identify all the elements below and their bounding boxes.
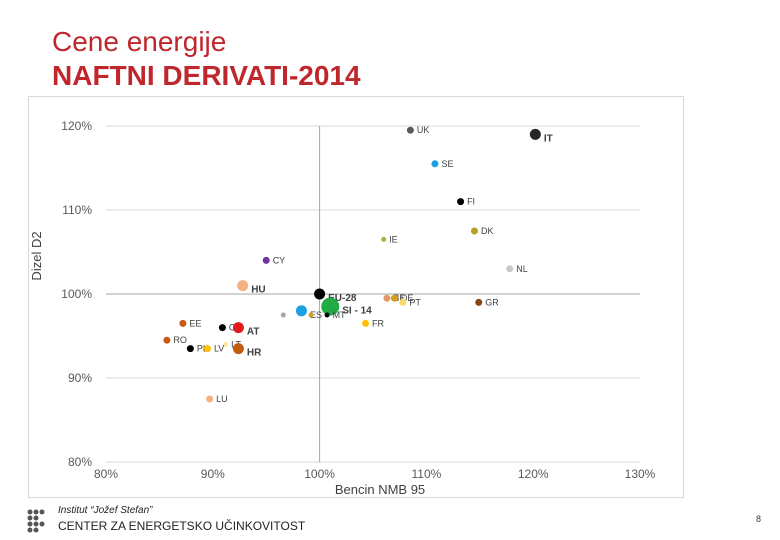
data-point-label: LU (216, 394, 228, 404)
data-point-label: EE (189, 318, 201, 328)
data-point (381, 236, 387, 242)
data-point (506, 265, 514, 273)
data-point (324, 312, 330, 318)
y-tick-label: 100% (61, 287, 92, 301)
data-point-label: PT (409, 297, 421, 307)
data-point (186, 345, 194, 353)
data-point (237, 280, 249, 292)
data-point-label: ES (310, 310, 322, 320)
page-number: 8 (756, 514, 762, 524)
data-point-label: GR (485, 297, 499, 307)
data-point (218, 324, 226, 332)
data-point (475, 298, 483, 306)
data-point-label: SE (441, 159, 453, 169)
title-line-1: Cene energije (52, 26, 227, 57)
data-point (308, 312, 314, 318)
data-point (280, 312, 286, 318)
data-point (406, 126, 414, 134)
x-tick-label: 110% (411, 467, 441, 481)
data-point-label: BE (393, 293, 405, 303)
data-point-label: MT (333, 310, 346, 320)
x-tick-label: 130% (625, 467, 656, 481)
data-point-label: IT (544, 133, 553, 144)
data-point (223, 341, 229, 347)
y-tick-label: 90% (68, 371, 92, 385)
data-point-label: LV (214, 344, 224, 354)
data-point (314, 288, 326, 300)
data-point (457, 198, 465, 206)
x-tick-label: 80% (94, 467, 118, 481)
data-point (295, 305, 307, 317)
data-point (203, 345, 211, 353)
x-tick-label: 100% (304, 467, 335, 481)
data-point-label: RO (173, 335, 187, 345)
x-tick-label: 120% (518, 467, 549, 481)
data-point-label: PL (197, 344, 208, 354)
logo-icon (27, 509, 45, 533)
tick-labels: 80% 90% 100% 110% 120% 80% 90% 100% 110% 120% 130% (61, 119, 655, 481)
data-point-label: FI (467, 197, 475, 207)
data-point-label: IE (389, 234, 398, 244)
x-tick-label: 90% (201, 467, 225, 481)
data-point-label: HU (251, 285, 265, 296)
data-point (163, 336, 171, 344)
chart-frame (28, 96, 684, 498)
data-point (529, 128, 541, 140)
data-point (262, 256, 270, 264)
y-axis-label: Dizel D2 (29, 231, 44, 280)
data-point (321, 297, 340, 316)
x-axis-label: Bencin NMB 95 (335, 482, 425, 497)
y-tick-label: 80% (68, 455, 92, 469)
data-point-label: AT (247, 327, 260, 338)
data-point-label: HR (247, 348, 262, 359)
data-point-label: UK (417, 125, 430, 135)
data-point (179, 319, 187, 327)
institute-name: Institut “Jožef Stefan” (58, 505, 153, 516)
data-point-label: SI - 14 (342, 306, 372, 317)
data-point (206, 395, 214, 403)
reference-lines (106, 126, 640, 462)
title-line-2: NAFTNI DERIVATI-2014 (52, 60, 361, 91)
data-point (431, 160, 439, 168)
data-point (470, 227, 478, 235)
data-point (399, 298, 407, 306)
data-point-label: DE (401, 293, 414, 303)
data-point (232, 343, 244, 355)
data-point (232, 322, 244, 334)
data-point (383, 294, 391, 302)
center-name: CENTER ZA ENERGETSKO UČINKOVITOST (58, 519, 306, 533)
y-tick-label: 110% (62, 203, 92, 217)
data-point-label: EU-28 (328, 293, 357, 304)
y-tick-label: 120% (61, 119, 92, 133)
data-point-label: CY (273, 255, 286, 265)
data-point (390, 294, 398, 302)
data-point-label: DK (481, 226, 494, 236)
data-point-label: FR (372, 318, 384, 328)
data-point-label: NL (516, 264, 528, 274)
data-point (362, 319, 370, 327)
